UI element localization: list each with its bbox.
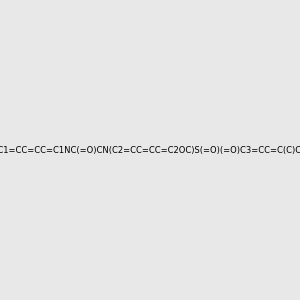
Text: CCOC1=CC=CC=C1NC(=O)CN(C2=CC=CC=C2OC)S(=O)(=O)C3=CC=C(C)C=C3: CCOC1=CC=CC=C1NC(=O)CN(C2=CC=CC=C2OC)S(=…: [0, 146, 300, 154]
